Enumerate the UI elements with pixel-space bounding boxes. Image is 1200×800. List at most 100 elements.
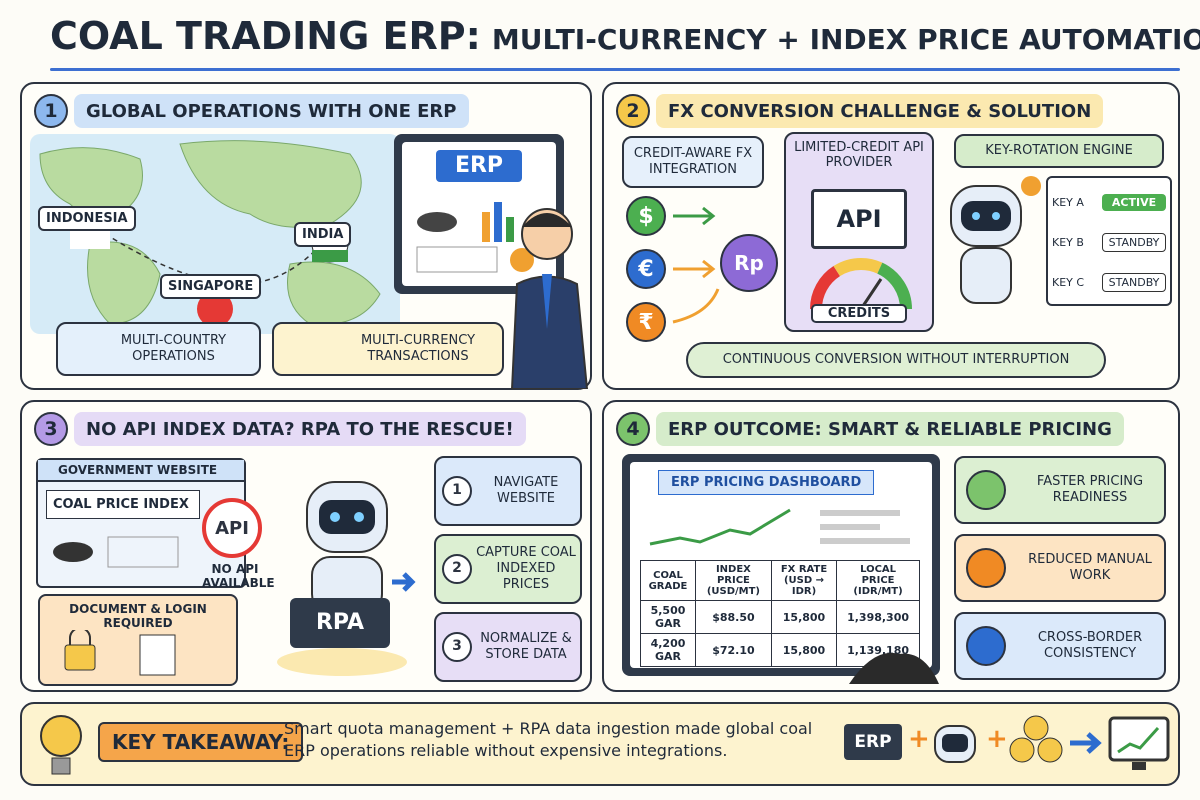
key-table: KEY A ACTIVE KEY B STANDBY KEY C STANDBY — [1046, 176, 1172, 306]
target-currency: Rp — [720, 234, 778, 292]
panel-title: FX CONVERSION CHALLENGE & SOLUTION — [656, 94, 1104, 128]
presenter — [510, 208, 589, 389]
coal-pile — [849, 652, 939, 684]
title-underline — [50, 68, 1180, 71]
outcome: FASTER PRICING READINESS — [954, 456, 1166, 524]
key-name: KEY B — [1052, 235, 1084, 249]
country-label: SINGAPORE — [160, 274, 262, 299]
rpa-laptop: RPA — [290, 598, 390, 648]
step-text: NORMALIZE & STORE DATA — [480, 630, 572, 662]
outcome-text: REDUCED MANUAL WORK — [1028, 551, 1152, 583]
arrows — [672, 206, 720, 324]
provider-label: LIMITED-CREDIT API PROVIDER — [794, 140, 924, 170]
panel-title: GLOBAL OPERATIONS WITH ONE ERP — [74, 94, 469, 128]
table-cell: 15,800 — [770, 633, 838, 667]
step-text: CAPTURE COAL INDEXED PRICES — [476, 544, 576, 593]
step-number: 1 — [442, 476, 472, 506]
no-api-label: NO API AVAILABLE — [202, 562, 275, 590]
step: 1 NAVIGATE WEBSITE — [434, 456, 582, 526]
outcome-text: FASTER PRICING READINESS — [1036, 473, 1144, 505]
lock-doc — [64, 627, 176, 676]
panel-outcome: 4 ERP OUTCOME: SMART & RELIABLE PRICING … — [602, 400, 1180, 692]
currency-icon: ₹ — [626, 302, 666, 342]
table-cell: $88.50 — [694, 600, 772, 634]
currency-icon: € — [626, 249, 666, 289]
table-cell: 5,500 GAR — [640, 600, 696, 634]
country-label: INDIA — [294, 222, 352, 247]
badge: MULTI-CURRENCY TRANSACTIONS — [272, 322, 504, 376]
panel-title: ERP OUTCOME: SMART & RELIABLE PRICING — [656, 412, 1124, 446]
dashboard-title: ERP PRICING DASHBOARD — [658, 470, 875, 495]
api-provider: LIMITED-CREDIT API PROVIDER API CREDITS — [784, 132, 934, 332]
panel-number: 3 — [34, 412, 68, 446]
pricing-table: COAL GRADE INDEX PRICE (USD/MT) FX RATE (U… — [640, 560, 920, 667]
outcome-icon — [966, 470, 1006, 510]
step: 3 NORMALIZE & STORE DATA — [434, 612, 582, 682]
takeaway-label: KEY TAKEAWAY: — [98, 722, 304, 762]
dashboard-monitor: ERP PRICING DASHBOARD COAL GRADE INDEX PR… — [622, 454, 940, 676]
credits-label: CREDITS — [811, 304, 907, 323]
table-header: COAL GRADE — [640, 560, 696, 601]
key-row: KEY B STANDBY — [1052, 222, 1166, 262]
panel-number: 4 — [616, 412, 650, 446]
dashboard-icon — [1108, 716, 1170, 770]
table-cell: $72.10 — [694, 633, 772, 667]
takeaway-text: Smart quota management + RPA data ingest… — [284, 719, 813, 760]
website-label: GOVERNMENT WEBSITE — [38, 460, 244, 482]
arrow-icon — [1070, 732, 1102, 754]
plus: + — [908, 724, 930, 754]
plus: + — [986, 724, 1008, 754]
currency-icon: $ — [626, 196, 666, 236]
index-label: COAL PRICE INDEX — [46, 490, 200, 519]
badge-text: MULTI-CURRENCY TRANSACTIONS — [360, 332, 476, 364]
key-name: KEY C — [1052, 275, 1085, 289]
panel-number: 2 — [616, 94, 650, 128]
rpa-robot — [277, 481, 416, 676]
step-text: NAVIGATE WEBSITE — [493, 474, 559, 506]
login-box: DOCUMENT & LOGIN REQUIRED — [38, 594, 238, 686]
step-number: 2 — [442, 554, 472, 584]
integration-box: CREDIT-AWARE FX INTEGRATION — [622, 136, 764, 188]
no-api-icon: API — [202, 498, 262, 558]
screen-graphics — [416, 202, 534, 273]
key-row: KEY A ACTIVE — [1052, 182, 1166, 222]
table-cell: 15,800 — [770, 600, 838, 634]
key-status: ACTIVE — [1102, 193, 1166, 211]
panel-title: NO API INDEX DATA? RPA TO THE RESCUE! — [74, 412, 526, 446]
robot — [950, 176, 1041, 304]
panel-number: 1 — [34, 94, 68, 128]
subtitle: MULTI-CURRENCY + INDEX PRICE AUTOMATION — [491, 23, 1200, 56]
panel-global: 1 GLOBAL OPERATIONS WITH ONE ERP INDONES… — [20, 82, 592, 390]
table-header: FX RATE (USD → IDR) — [770, 560, 838, 601]
country-label: INDONESIA — [38, 206, 136, 231]
table-header: LOCAL PRICE (IDR/MT) — [836, 560, 920, 601]
key-name: KEY A — [1052, 195, 1084, 209]
table-header: INDEX PRICE (USD/MT) — [694, 560, 772, 601]
bulb-icon — [40, 715, 82, 775]
continuous-banner: CONTINUOUS CONVERSION WITHOUT INTERRUPTI… — [686, 342, 1106, 378]
api-screen: API — [811, 189, 907, 249]
step-number: 3 — [442, 632, 472, 662]
outcome-icon — [966, 548, 1006, 588]
key-status: STANDBY — [1102, 272, 1166, 292]
table-cell: 1,398,300 — [836, 600, 920, 634]
outcome-text: CROSS-BORDER CONSISTENCY — [1037, 629, 1143, 661]
index-graphics — [53, 536, 179, 568]
outcome-icon — [966, 626, 1006, 666]
login-label: DOCUMENT & LOGIN REQUIRED — [69, 602, 207, 630]
panel-fx: 2 FX CONVERSION CHALLENGE & SOLUTION CRE… — [602, 82, 1180, 390]
trend-chart — [649, 508, 910, 546]
erp-screen-label: ERP — [436, 150, 522, 182]
key-row: KEY C STANDBY — [1052, 262, 1166, 302]
table-cell: 4,200 GAR — [640, 633, 696, 667]
panel-rpa: 3 NO API INDEX DATA? RPA TO THE RESCUE! … — [20, 400, 592, 692]
badge-text: MULTI-COUNTRY OPERATIONS — [120, 332, 227, 364]
key-status: STANDBY — [1102, 232, 1166, 252]
step: 2 CAPTURE COAL INDEXED PRICES — [434, 534, 582, 604]
outcome: CROSS-BORDER CONSISTENCY — [954, 612, 1166, 680]
engine-label: KEY-ROTATION ENGINE — [954, 134, 1164, 168]
title: COAL TRADING ERP: — [50, 14, 481, 58]
takeaway-bar: KEY TAKEAWAY: Smart quota management + R… — [20, 702, 1180, 786]
coins-icon — [1009, 715, 1063, 763]
